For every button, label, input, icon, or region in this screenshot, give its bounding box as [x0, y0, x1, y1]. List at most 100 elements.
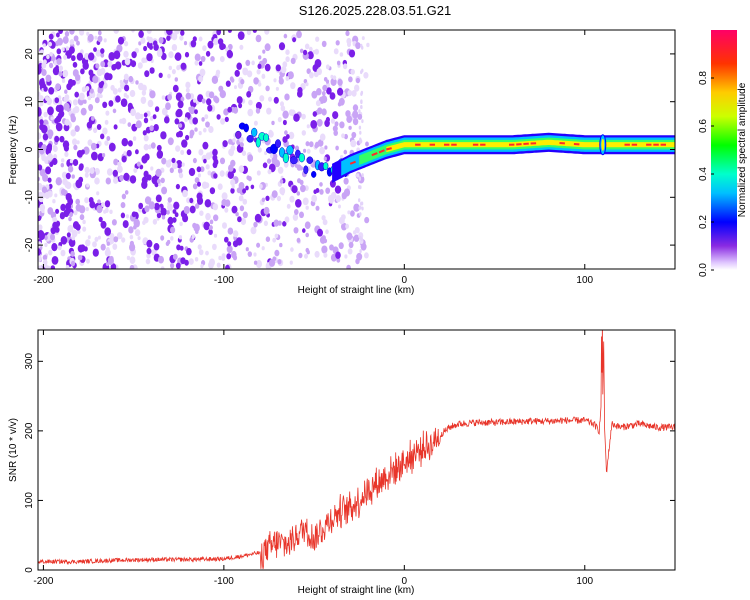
noise-point: [87, 235, 91, 240]
noise-point: [158, 72, 163, 79]
noise-point: [264, 30, 270, 35]
ridge-blob: [322, 162, 329, 171]
noise-point: [56, 48, 62, 55]
noise-point: [189, 197, 194, 204]
noise-point: [108, 52, 116, 61]
noise-point: [140, 96, 147, 105]
noise-point: [149, 125, 154, 132]
noise-point: [147, 99, 154, 108]
noise-point: [201, 98, 206, 104]
noise-point: [161, 215, 166, 220]
noise-point: [256, 170, 261, 176]
noise-point: [50, 116, 54, 121]
noise-point: [174, 52, 182, 61]
noise-point: [45, 265, 51, 269]
colorbar: 0.0 0.2 0.4 0.6 0.8 Normalized spectral ampl…: [698, 30, 748, 277]
noise-point: [176, 244, 181, 251]
noise-point: [325, 187, 331, 194]
noise-point: [117, 87, 122, 93]
noise-point: [338, 242, 344, 250]
noise-point: [168, 65, 172, 71]
noise-point: [246, 175, 250, 180]
noise-point: [265, 236, 271, 242]
y-tick-label: 0: [24, 567, 35, 573]
noise-point: [38, 132, 42, 140]
noise-point: [353, 234, 360, 242]
noise-point: [70, 260, 76, 267]
noise-point: [169, 167, 174, 174]
noise-point: [274, 249, 280, 257]
noise-point: [49, 52, 53, 57]
noise-point: [188, 106, 196, 115]
noise-point: [160, 177, 165, 184]
noise-point: [360, 201, 364, 206]
noise-point: [89, 200, 96, 209]
noise-point: [123, 172, 130, 181]
noise-point: [225, 264, 230, 269]
noise-point: [253, 221, 258, 228]
noise-point: [71, 229, 78, 238]
noise-point: [292, 213, 299, 221]
noise-point: [83, 99, 87, 104]
noise-point: [51, 157, 58, 166]
noise-point: [167, 73, 171, 79]
noise-point: [225, 80, 231, 87]
noise-point: [106, 168, 113, 176]
noise-point: [124, 41, 129, 47]
noise-point: [189, 205, 196, 214]
ridge-blob: [246, 134, 254, 143]
noise-point: [84, 52, 90, 60]
noise-point: [208, 225, 213, 231]
noise-point: [85, 239, 91, 247]
noise-point: [358, 198, 361, 203]
noise-point: [253, 120, 258, 126]
noise-point: [205, 164, 210, 170]
noise-point: [172, 209, 177, 214]
noise-point: [161, 157, 167, 165]
noise-point: [326, 87, 332, 95]
noise-point: [246, 70, 253, 78]
noise-point: [55, 177, 62, 186]
noise-point: [164, 116, 170, 124]
noise-point: [302, 228, 306, 233]
noise-point: [112, 64, 117, 69]
noise-point: [238, 195, 244, 202]
noise-point: [131, 30, 135, 33]
noise-point: [359, 212, 362, 217]
noise-point: [73, 210, 78, 216]
noise-point: [94, 97, 100, 104]
noise-point: [146, 174, 152, 181]
noise-point: [70, 129, 76, 137]
noise-point: [156, 212, 162, 219]
noise-point: [219, 157, 226, 165]
noise-point: [220, 118, 226, 125]
colorbar-label: Normalized spectral amplitude: [737, 82, 748, 217]
noise-point: [185, 87, 190, 93]
noise-point: [68, 238, 76, 247]
noise-point: [246, 30, 252, 36]
noise-point: [143, 45, 148, 52]
noise-point: [176, 65, 181, 71]
noise-point: [236, 96, 243, 104]
noise-point: [155, 194, 162, 203]
noise-point: [121, 193, 127, 200]
noise-point: [86, 31, 90, 36]
noise-point: [312, 111, 317, 117]
noise-point: [359, 130, 362, 135]
noise-point: [185, 92, 191, 100]
noise-point: [241, 150, 247, 156]
noise-point: [48, 183, 53, 189]
noise-point: [254, 213, 262, 223]
noise-point: [58, 30, 63, 34]
noise-point: [277, 166, 284, 174]
noise-point: [257, 82, 262, 87]
noise-point: [137, 62, 143, 69]
noise-point: [226, 245, 233, 254]
noise-point: [348, 49, 356, 58]
noise-point: [232, 138, 236, 143]
noise-point: [303, 49, 308, 56]
noise-point: [65, 172, 71, 180]
ridge-blob: [290, 156, 298, 165]
noise-point: [192, 36, 197, 42]
noise-point: [219, 170, 225, 177]
